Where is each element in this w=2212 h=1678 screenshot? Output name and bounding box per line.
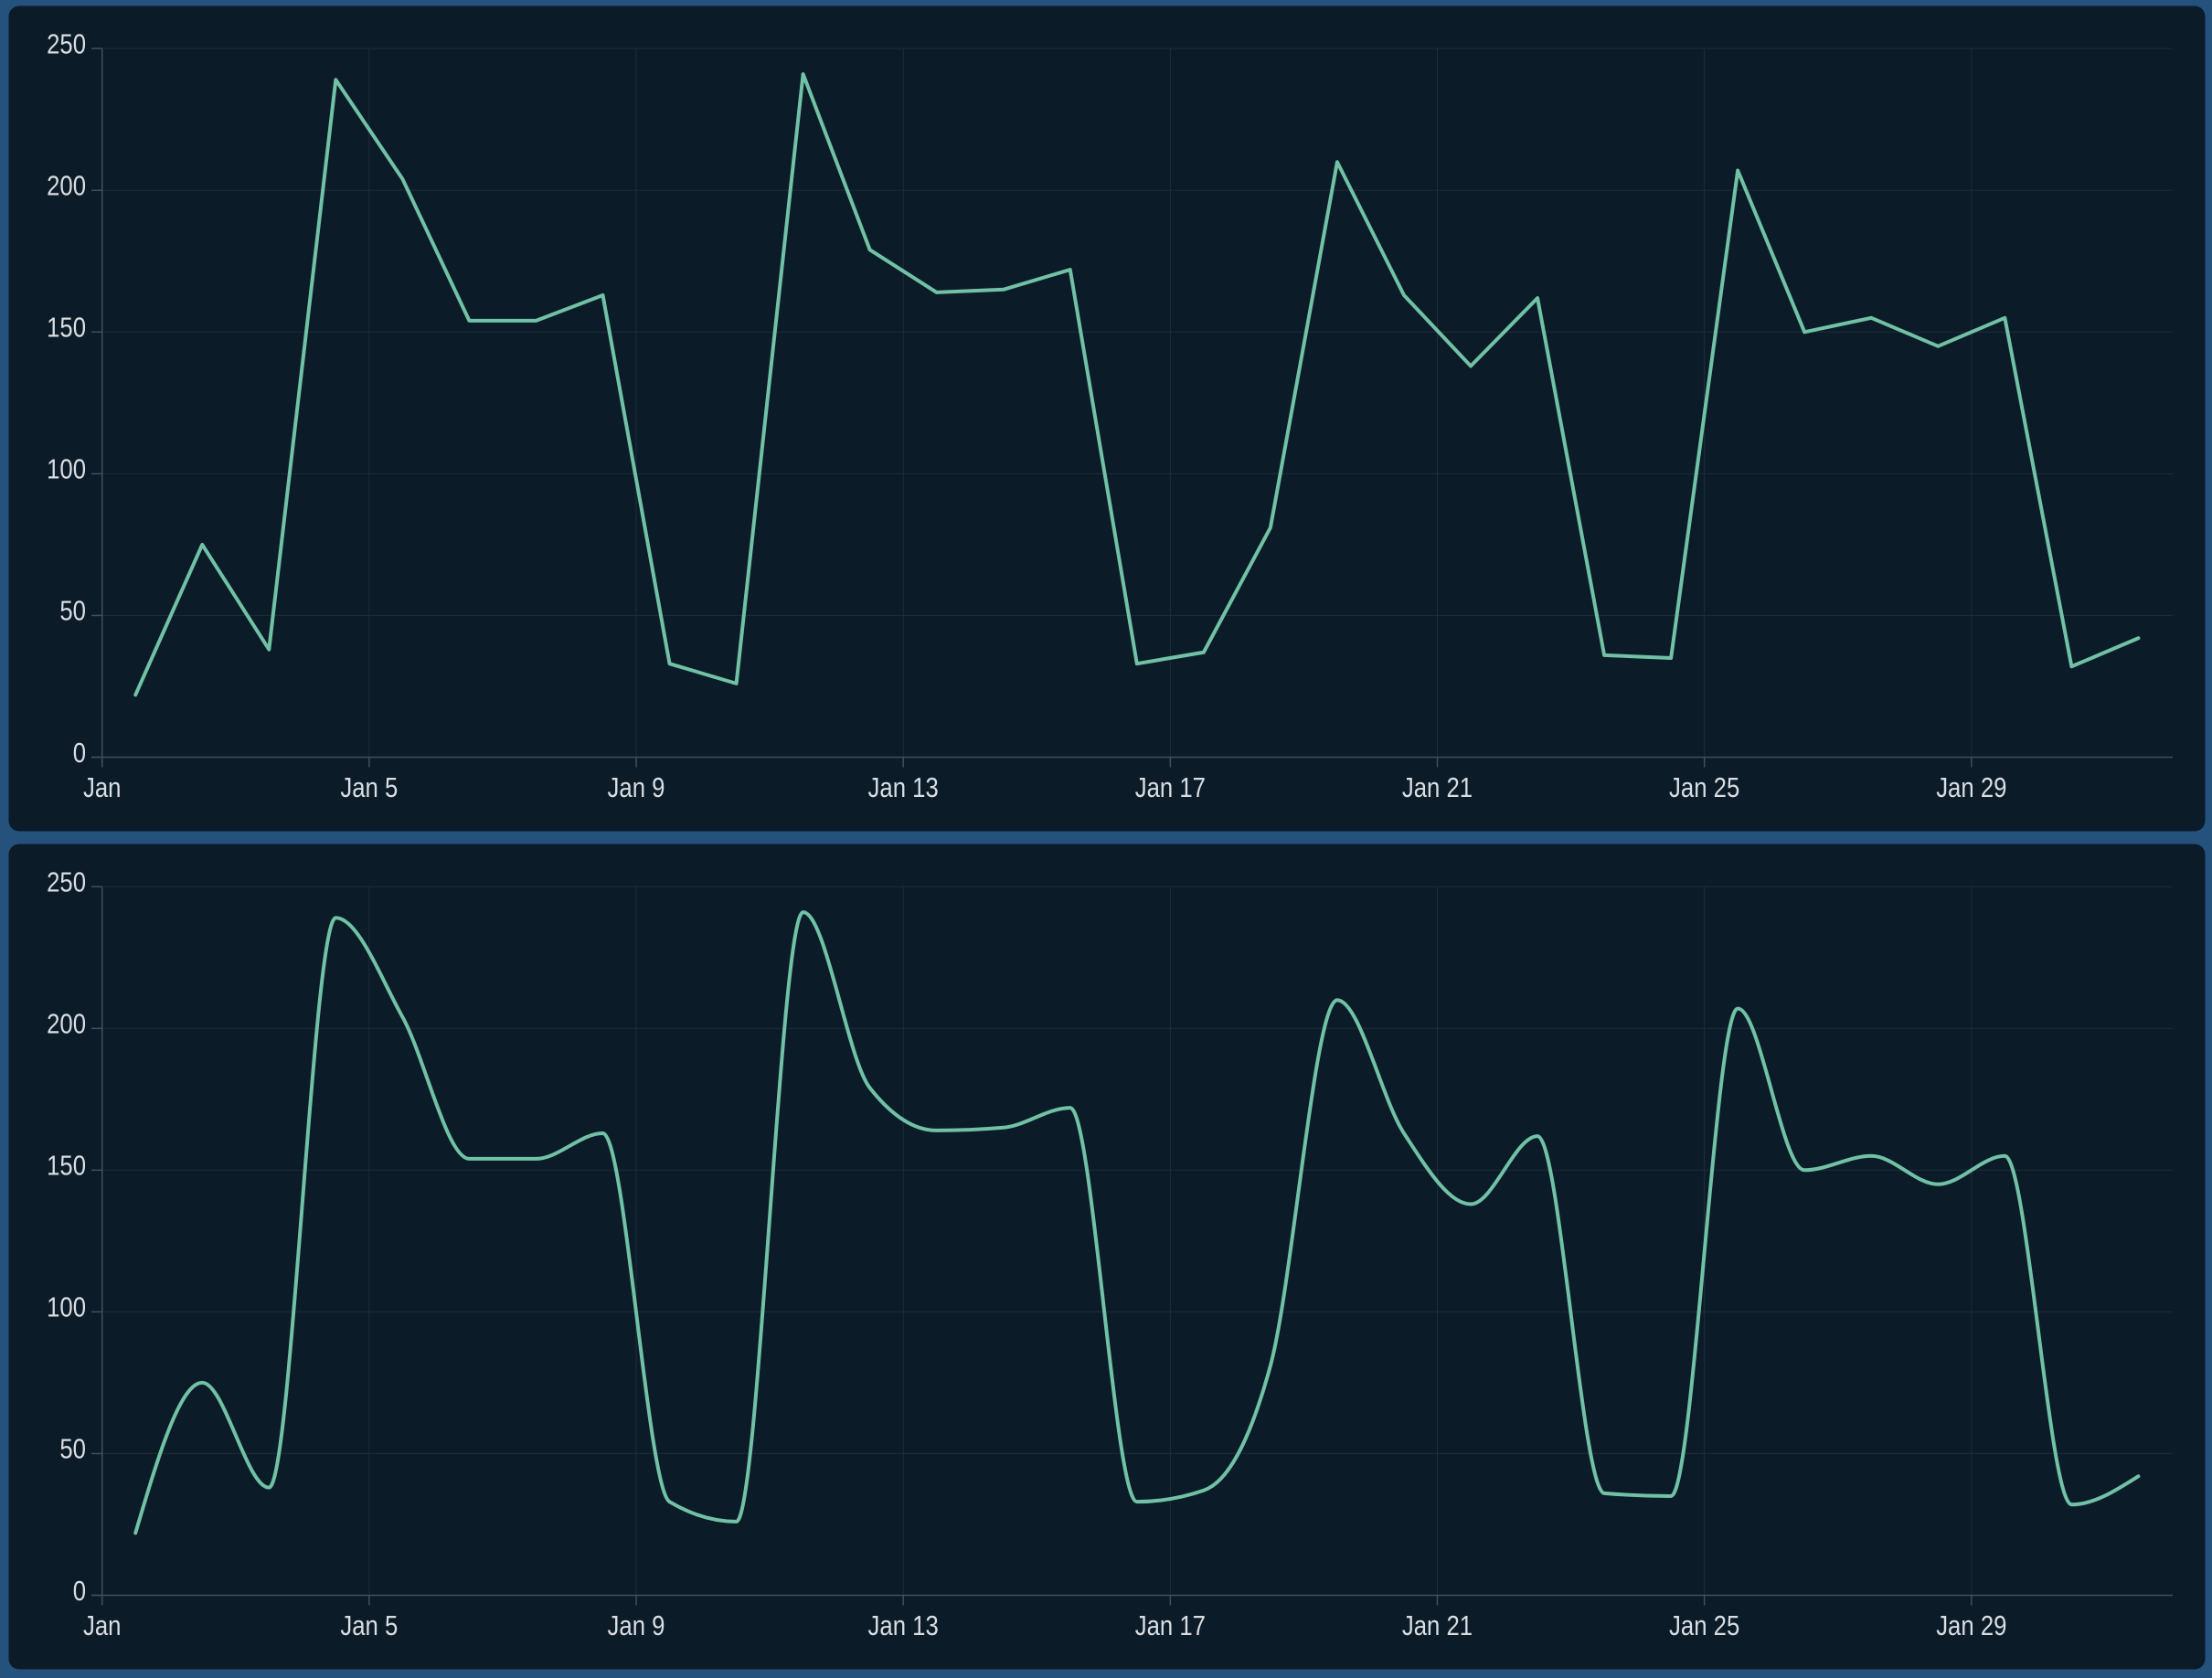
svg-text:Jan 13: Jan 13 bbox=[868, 1610, 939, 1641]
svg-text:150: 150 bbox=[47, 313, 86, 344]
svg-text:Jan 9: Jan 9 bbox=[608, 1610, 665, 1641]
svg-text:200: 200 bbox=[47, 171, 86, 202]
svg-text:150: 150 bbox=[47, 1151, 86, 1182]
svg-text:50: 50 bbox=[59, 596, 86, 627]
svg-text:Jan: Jan bbox=[83, 1610, 121, 1641]
svg-text:Jan 17: Jan 17 bbox=[1135, 1610, 1206, 1641]
svg-text:100: 100 bbox=[47, 1292, 86, 1323]
svg-text:0: 0 bbox=[73, 1576, 86, 1607]
svg-text:Jan 21: Jan 21 bbox=[1402, 772, 1473, 803]
svg-text:Jan 13: Jan 13 bbox=[868, 772, 939, 803]
svg-text:Jan 29: Jan 29 bbox=[1936, 772, 2006, 803]
svg-text:Jan 5: Jan 5 bbox=[340, 1610, 398, 1641]
svg-text:100: 100 bbox=[47, 454, 86, 485]
svg-text:250: 250 bbox=[47, 866, 86, 897]
svg-text:250: 250 bbox=[47, 28, 86, 59]
svg-text:50: 50 bbox=[59, 1434, 86, 1465]
svg-text:Jan 29: Jan 29 bbox=[1936, 1610, 2006, 1641]
svg-text:Jan 17: Jan 17 bbox=[1135, 772, 1206, 803]
svg-text:200: 200 bbox=[47, 1009, 86, 1040]
svg-text:Jan: Jan bbox=[83, 772, 121, 803]
svg-text:0: 0 bbox=[73, 738, 86, 769]
svg-text:Jan 5: Jan 5 bbox=[340, 772, 398, 803]
svg-text:Jan 9: Jan 9 bbox=[608, 772, 665, 803]
svg-text:Jan 25: Jan 25 bbox=[1669, 1610, 1739, 1641]
svg-text:Jan 25: Jan 25 bbox=[1669, 772, 1739, 803]
svg-text:Jan 21: Jan 21 bbox=[1402, 1610, 1473, 1641]
